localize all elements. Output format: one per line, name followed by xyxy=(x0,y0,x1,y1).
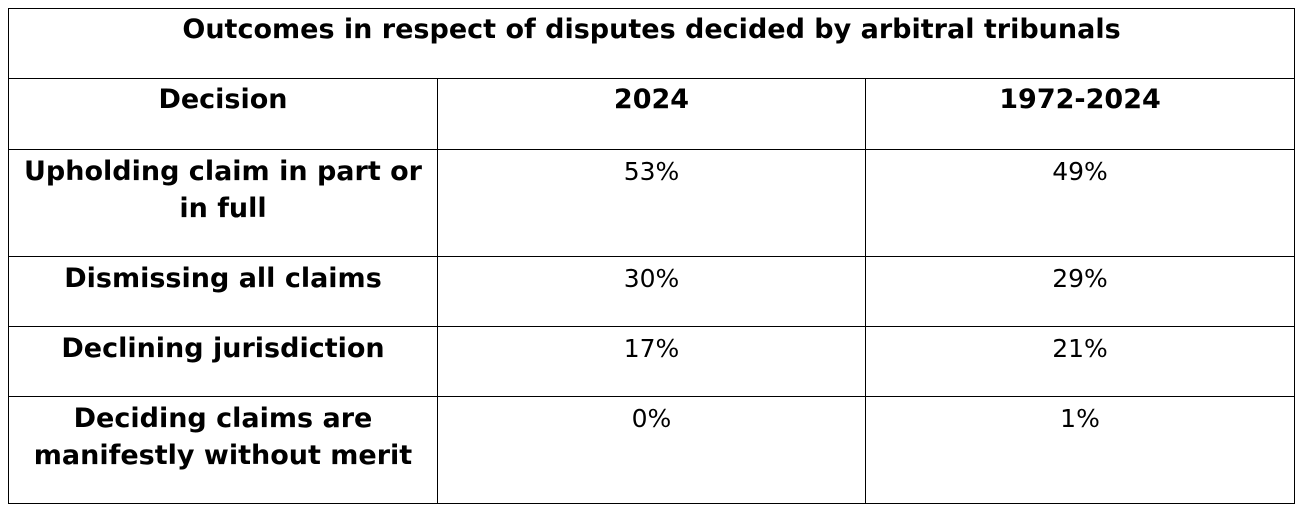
value-2024-cell: 53% xyxy=(437,149,866,257)
table-row: Dismissing all claims 30% 29% xyxy=(8,256,1296,327)
value-1972-2024-cell: 29% xyxy=(864,256,1296,327)
decision-cell: Deciding claims are manifestly without m… xyxy=(8,396,438,504)
header-2024: 2024 xyxy=(437,78,866,150)
decision-cell: Upholding claim in part or in full xyxy=(8,149,438,257)
value-2024-cell: 0% xyxy=(437,396,866,504)
decision-cell: Declining jurisdiction xyxy=(8,326,438,397)
decision-cell: Dismissing all claims xyxy=(8,256,438,327)
outcomes-table: Outcomes in respect of disputes decided … xyxy=(7,8,1296,504)
value-2024-cell: 17% xyxy=(437,326,866,397)
header-decision: Decision xyxy=(8,78,438,150)
value-2024-cell: 30% xyxy=(437,256,866,327)
table-row: Deciding claims are manifestly without m… xyxy=(8,396,1296,504)
table-title: Outcomes in respect of disputes decided … xyxy=(7,8,1296,79)
value-1972-2024-cell: 49% xyxy=(864,149,1296,257)
header-row: Decision 2024 1972-2024 xyxy=(8,78,1296,150)
value-1972-2024-cell: 1% xyxy=(864,396,1296,504)
value-1972-2024-cell: 21% xyxy=(864,326,1296,397)
header-1972-2024: 1972-2024 xyxy=(864,78,1296,150)
title-row: Outcomes in respect of disputes decided … xyxy=(7,8,1296,79)
table-row: Declining jurisdiction 17% 21% xyxy=(8,326,1296,397)
table-row: Upholding claim in part or in full 53% 4… xyxy=(8,149,1296,257)
